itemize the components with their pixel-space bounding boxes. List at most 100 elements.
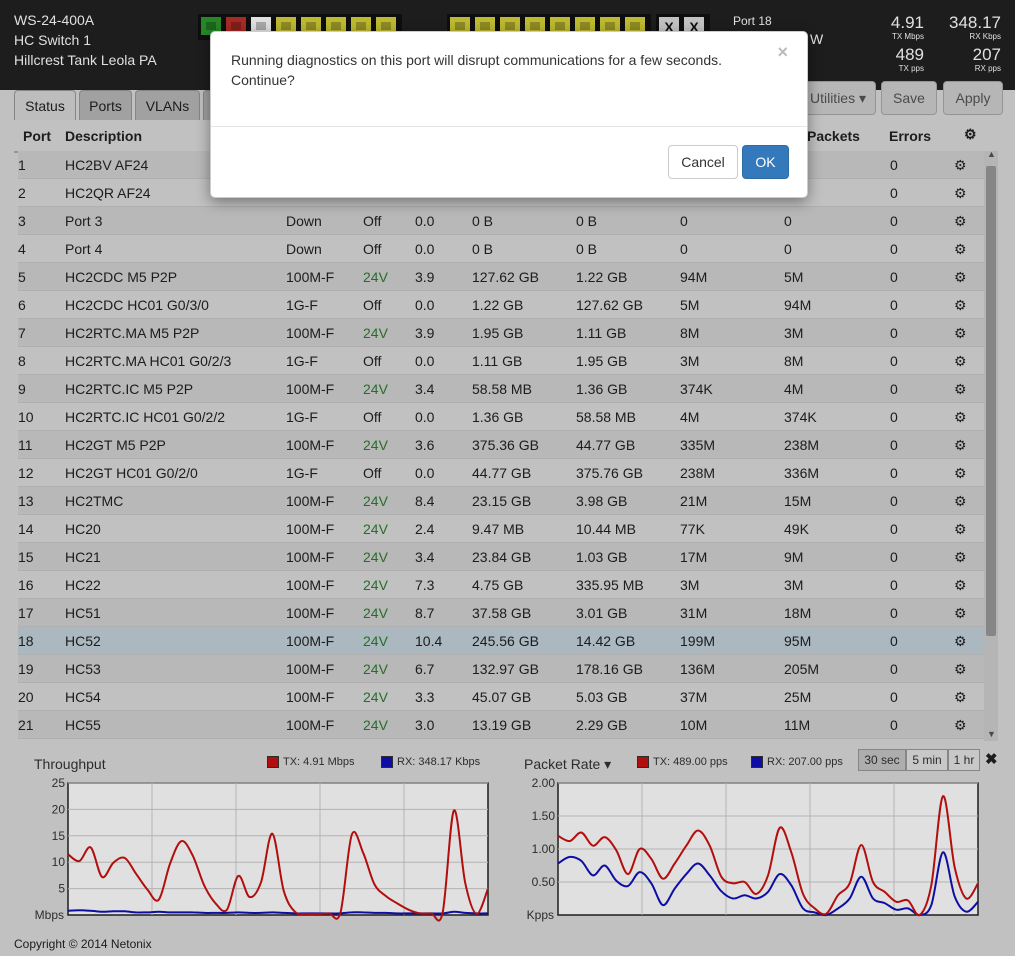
scrollbar-thumb[interactable] — [986, 166, 996, 636]
rx-legend-label: RX: 207.00 pps — [767, 756, 843, 768]
port-settings-gear-icon[interactable]: ⚙ — [954, 325, 967, 341]
port-cell: 17 — [18, 605, 34, 621]
tx-mbps-label: TX Mbps — [891, 32, 924, 41]
rx-bytes-cell: 375.36 GB — [472, 437, 539, 453]
poe-cell: Off — [363, 409, 382, 425]
rx-bytes-cell: 127.62 GB — [472, 269, 539, 285]
port-settings-gear-icon[interactable]: ⚙ — [954, 185, 967, 201]
power-cell: 8.7 — [415, 605, 435, 621]
port-settings-gear-icon[interactable]: ⚙ — [954, 493, 967, 509]
description-cell: Port 3 — [65, 213, 103, 229]
close-charts-icon[interactable]: ✖ — [985, 751, 998, 768]
caret-down-icon: ▾ — [604, 756, 612, 772]
port-settings-gear-icon[interactable]: ⚙ — [954, 633, 967, 649]
utilities-dropdown[interactable]: Utilities ▾ — [800, 81, 876, 115]
table-row[interactable]: 10 HC2RTC.IC HC01 G0/2/2 1G-F Off 0.0 1.36 GB… — [18, 403, 984, 431]
port-settings-gear-icon[interactable]: ⚙ — [954, 269, 967, 285]
power-cell: 0.0 — [415, 241, 435, 257]
link-cell: Down — [286, 213, 322, 229]
close-icon[interactable]: × — [777, 42, 788, 62]
link-cell: 100M-F — [286, 633, 335, 649]
tx-bytes-cell: 3.98 GB — [576, 493, 628, 509]
port-settings-gear-icon[interactable]: ⚙ — [954, 689, 967, 705]
tx-bytes-cell: 2.29 GB — [576, 717, 628, 733]
port-settings-gear-icon[interactable]: ⚙ — [954, 213, 967, 229]
rx-bytes-cell: 45.07 GB — [472, 689, 532, 705]
port-settings-gear-icon[interactable]: ⚙ — [954, 521, 967, 537]
table-row[interactable]: 17 HC51 100M-F 24V 8.7 37.58 GB 3.01 GB 31M 18M 0… — [18, 599, 984, 627]
link-cell: 100M-F — [286, 549, 335, 565]
poe-cell: 24V — [363, 269, 388, 285]
scroll-up-icon[interactable]: ▲ — [987, 149, 996, 159]
errors-cell: 0 — [890, 549, 898, 565]
save-button[interactable]: Save — [881, 81, 937, 115]
power-cell: 0.0 — [415, 465, 435, 481]
scroll-down-icon[interactable]: ▼ — [987, 729, 996, 739]
rx-bytes-cell: 1.95 GB — [472, 325, 524, 341]
tab-status[interactable]: Status — [14, 90, 76, 120]
port-settings-gear-icon[interactable]: ⚙ — [954, 297, 967, 313]
errors-cell: 0 — [890, 689, 898, 705]
rx-packets-cell: 199M — [680, 633, 716, 649]
table-row[interactable]: 12 HC2GT HC01 G0/2/0 1G-F Off 0.0 44.77 GB 375… — [18, 459, 984, 487]
table-row[interactable]: 3 Port 3 Down Off 0.0 0 B 0 B 0 0 0 ⚙ — [18, 207, 984, 235]
port-cell: 7 — [18, 325, 26, 341]
errors-cell: 0 — [890, 269, 898, 285]
cancel-button[interactable]: Cancel — [668, 145, 738, 179]
table-row[interactable]: 7 HC2RTC.MA M5 P2P 100M-F 24V 3.9 1.95 GB 1.11… — [18, 319, 984, 347]
table-row[interactable]: 19 HC53 100M-F 24V 6.7 132.97 GB 178.16 GB 136M… — [18, 655, 984, 683]
tx-series-line — [67, 809, 489, 922]
tx-pps-value: 489 — [895, 45, 924, 64]
range-5min-button[interactable]: 5 min — [906, 749, 948, 771]
port-cell: 3 — [18, 213, 26, 229]
table-row[interactable]: 15 HC21 100M-F 24V 3.4 23.84 GB 1.03 GB 17M 9M 0 ⚙ — [18, 543, 984, 571]
table-row[interactable]: 4 Port 4 Down Off 0.0 0 B 0 B 0 0 0 ⚙ — [18, 235, 984, 263]
tx-series-line — [557, 795, 979, 917]
table-row[interactable]: 8 HC2RTC.MA HC01 G0/2/3 1G-F Off 0.0 1.11 GB 1… — [18, 347, 984, 375]
port-settings-gear-icon[interactable]: ⚙ — [954, 605, 967, 621]
range-1hr-button[interactable]: 1 hr — [948, 749, 980, 771]
rx-swatch — [381, 756, 393, 768]
port-settings-gear-icon[interactable]: ⚙ — [954, 409, 967, 425]
port-settings-gear-icon[interactable]: ⚙ — [954, 157, 967, 173]
tx-packets-cell: 94M — [784, 297, 812, 313]
table-row[interactable]: 9 HC2RTC.IC M5 P2P 100M-F 24V 3.4 58.58 MB 1.3… — [18, 375, 984, 403]
tx-packets-cell: 11M — [784, 717, 811, 733]
port-settings-gear-icon[interactable]: ⚙ — [954, 241, 967, 257]
table-row[interactable]: 11 HC2GT M5 P2P 100M-F 24V 3.6 375.36 GB 44.77… — [18, 431, 984, 459]
port-settings-gear-icon[interactable]: ⚙ — [954, 437, 967, 453]
apply-button[interactable]: Apply — [943, 81, 1003, 115]
range-30sec-button[interactable]: 30 sec — [858, 749, 906, 771]
tab-vlans[interactable]: VLANs — [135, 90, 200, 120]
ok-button[interactable]: OK — [742, 145, 789, 179]
table-row[interactable]: 5 HC2CDC M5 P2P 100M-F 24V 3.9 127.62 GB 1.22 … — [18, 263, 984, 291]
table-row[interactable]: 14 HC20 100M-F 24V 2.4 9.47 MB 10.44 MB 77K 49K 0… — [18, 515, 984, 543]
table-scrollbar[interactable]: ▲ ▼ — [984, 149, 998, 741]
rx-bytes-cell: 1.36 GB — [472, 409, 524, 425]
tab-ports[interactable]: Ports — [79, 90, 132, 120]
port-settings-gear-icon[interactable]: ⚙ — [954, 381, 967, 397]
port-settings-gear-icon[interactable]: ⚙ — [954, 577, 967, 593]
port-settings-gear-icon[interactable]: ⚙ — [954, 661, 967, 677]
table-row[interactable]: 6 HC2CDC HC01 G0/3/0 1G-F Off 0.0 1.22 GB 127.… — [18, 291, 984, 319]
tx-bytes-cell: 58.58 MB — [576, 409, 636, 425]
tx-packets-cell: 0 — [784, 241, 792, 257]
link-cell: 100M-F — [286, 717, 335, 733]
link-cell: 100M-F — [286, 521, 335, 537]
columns-gear-icon[interactable]: ⚙ — [964, 126, 977, 142]
table-row[interactable]: 21 HC55 100M-F 24V 3.0 13.19 GB 2.29 GB 10M 11M 0… — [18, 711, 984, 739]
port-settings-gear-icon[interactable]: ⚙ — [954, 465, 967, 481]
table-row[interactable]: 13 HC2TMC 100M-F 24V 8.4 23.15 GB 3.98 GB 21M 15… — [18, 487, 984, 515]
port-settings-gear-icon[interactable]: ⚙ — [954, 353, 967, 369]
packet-rate-dropdown[interactable]: Packet Rate ▾ — [524, 756, 611, 773]
errors-cell: 0 — [890, 213, 898, 229]
y-tick-label: 15 — [52, 829, 66, 843]
table-row[interactable]: 20 HC54 100M-F 24V 3.3 45.07 GB 5.03 GB 37M 25M 0… — [18, 683, 984, 711]
port-settings-gear-icon[interactable]: ⚙ — [954, 717, 967, 733]
tx-packets-cell: 9M — [784, 549, 804, 565]
table-row[interactable]: 16 HC22 100M-F 24V 7.3 4.75 GB 335.95 MB 3M 3M 0 ⚙ — [18, 571, 984, 599]
port-settings-gear-icon[interactable]: ⚙ — [954, 549, 967, 565]
link-cell: 1G-F — [286, 297, 318, 313]
table-row[interactable]: 18 HC52 100M-F 24V 10.4 245.56 GB 14.42 GB 199M… — [18, 627, 984, 655]
packet-legend-rx: RX: 207.00 pps — [751, 756, 843, 768]
